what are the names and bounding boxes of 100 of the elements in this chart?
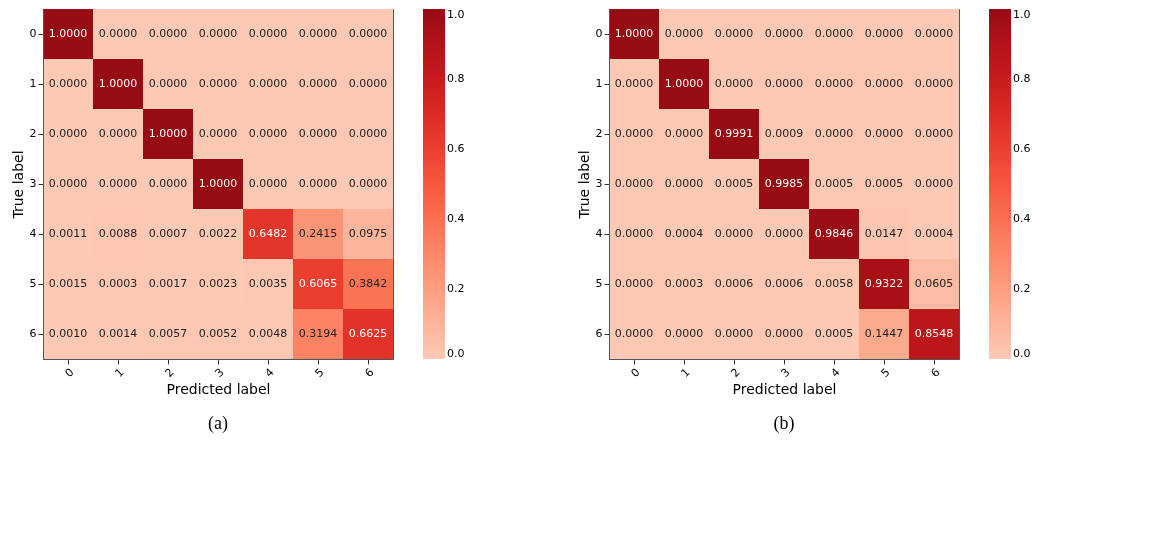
y-tick-label: 4 — [595, 227, 603, 240]
data-label: 0.0022 — [198, 227, 238, 240]
x-tick-label: 1 — [678, 365, 693, 380]
data-label: 0.0005 — [864, 177, 904, 190]
data-label: 0.0015 — [48, 277, 88, 290]
data-label: 0.0000 — [864, 127, 904, 140]
text: (b) — [773, 412, 795, 434]
x-tick-label: 6 — [928, 365, 943, 380]
data-label: 0.0006 — [764, 277, 804, 290]
data-label: 0.0014 — [98, 327, 138, 340]
x-tick-label: 5 — [312, 365, 327, 380]
data-label: 0.0000 — [48, 177, 88, 190]
data-label: 0.0003 — [98, 277, 138, 290]
color-bar-label: 0.2 — [1013, 282, 1031, 295]
data-label: 0.0000 — [814, 27, 854, 40]
y-tick-label: 6 — [29, 327, 37, 340]
data-label: 0.0000 — [348, 177, 388, 190]
data-label: 0.0000 — [664, 327, 704, 340]
data-label: 0.9846 — [814, 227, 854, 240]
color-bar-label: 0.4 — [447, 212, 465, 225]
x-axis-title: Predicted label — [732, 381, 837, 398]
y-tick-label: 2 — [29, 127, 37, 140]
color-bar-label: 0.0 — [447, 347, 465, 360]
data-label: 0.0000 — [714, 227, 754, 240]
data-label: 0.0000 — [814, 77, 854, 90]
data-label: 1.0000 — [98, 77, 138, 90]
x-tick-label: 4 — [262, 365, 277, 380]
data-label: 0.0005 — [714, 177, 754, 190]
data-label: 0.0000 — [764, 77, 804, 90]
data-label: 0.0011 — [48, 227, 88, 240]
data-label: 0.0006 — [714, 277, 754, 290]
data-label: 0.1447 — [864, 327, 904, 340]
data-label: 0.0000 — [614, 277, 654, 290]
data-label: 0.0000 — [298, 77, 338, 90]
data-label: 0.6065 — [298, 277, 338, 290]
data-label: 0.0000 — [614, 227, 654, 240]
data-label: 0.0000 — [714, 77, 754, 90]
data-label: 0.0052 — [198, 327, 238, 340]
x-tick-label: 0 — [62, 365, 77, 380]
x-tick-label: 0 — [628, 365, 643, 380]
data-label: 0.0000 — [714, 27, 754, 40]
data-label: 1.0000 — [614, 27, 654, 40]
data-label: 0.0000 — [298, 127, 338, 140]
data-label: 0.0058 — [814, 277, 854, 290]
data-label: 0.0004 — [914, 227, 954, 240]
data-label: 0.0007 — [148, 227, 188, 240]
data-label: 0.0057 — [148, 327, 188, 340]
data-label: 0.0000 — [248, 127, 288, 140]
data-label: 0.0000 — [614, 77, 654, 90]
data-label: 0.9985 — [764, 177, 804, 190]
data-label: 0.0000 — [98, 177, 138, 190]
data-label: 0.0023 — [198, 277, 238, 290]
data-label: 0.0000 — [764, 27, 804, 40]
y-tick-label: 3 — [595, 177, 603, 190]
data-label: 1.0000 — [664, 77, 704, 90]
data-label: 0.0005 — [814, 327, 854, 340]
data-label: 0.9322 — [864, 277, 904, 290]
data-label: 0.6625 — [348, 327, 388, 340]
data-label: 0.0000 — [148, 27, 188, 40]
y-tick-label: 5 — [595, 277, 603, 290]
data-label: 0.2415 — [298, 227, 338, 240]
data-label: 0.0000 — [348, 27, 388, 40]
y-tick-label: 2 — [595, 127, 603, 140]
data-label: 0.0000 — [248, 177, 288, 190]
data-label: 0.0003 — [664, 277, 704, 290]
data-label: 1.0000 — [48, 27, 88, 40]
data-label: 0.0000 — [298, 27, 338, 40]
x-tick-label: 4 — [828, 365, 843, 380]
y-axis-title: True label — [575, 150, 592, 220]
x-tick-label: 1 — [112, 365, 127, 380]
x-tick-label: 2 — [162, 365, 177, 380]
data-label: 0.0000 — [714, 327, 754, 340]
data-label: 0.0605 — [914, 277, 954, 290]
data-label: 0.6482 — [248, 227, 288, 240]
data-label: 0.0000 — [864, 77, 904, 90]
color-bar-label: 0.4 — [1013, 212, 1031, 225]
color-bar-label: 1.0 — [1013, 8, 1031, 21]
x-tick-label: 3 — [778, 365, 793, 380]
x-tick-label: 6 — [362, 365, 377, 380]
y-tick-label: 1 — [595, 77, 603, 90]
y-tick-label: 0 — [595, 27, 603, 40]
data-label: 0.0017 — [148, 277, 188, 290]
color-bar-label: 0.6 — [447, 142, 465, 155]
data-label: 0.0000 — [48, 127, 88, 140]
data-label: 0.0000 — [864, 27, 904, 40]
y-tick-label: 0 — [29, 27, 37, 40]
data-label: 0.0000 — [198, 27, 238, 40]
data-label: 0.0000 — [914, 27, 954, 40]
data-label: 1.0000 — [198, 177, 238, 190]
data-label: 0.0048 — [248, 327, 288, 340]
data-label: 0.0000 — [148, 77, 188, 90]
x-tick-label: 3 — [212, 365, 227, 380]
data-label: 0.0000 — [764, 227, 804, 240]
color-bar-label: 0.0 — [1013, 347, 1031, 360]
y-tick-label: 1 — [29, 77, 37, 90]
y-tick-label: 4 — [29, 227, 37, 240]
data-label: 0.0010 — [48, 327, 88, 340]
y-tick-label: 6 — [595, 327, 603, 340]
data-label: 0.0000 — [348, 77, 388, 90]
data-label: 0.0000 — [298, 177, 338, 190]
